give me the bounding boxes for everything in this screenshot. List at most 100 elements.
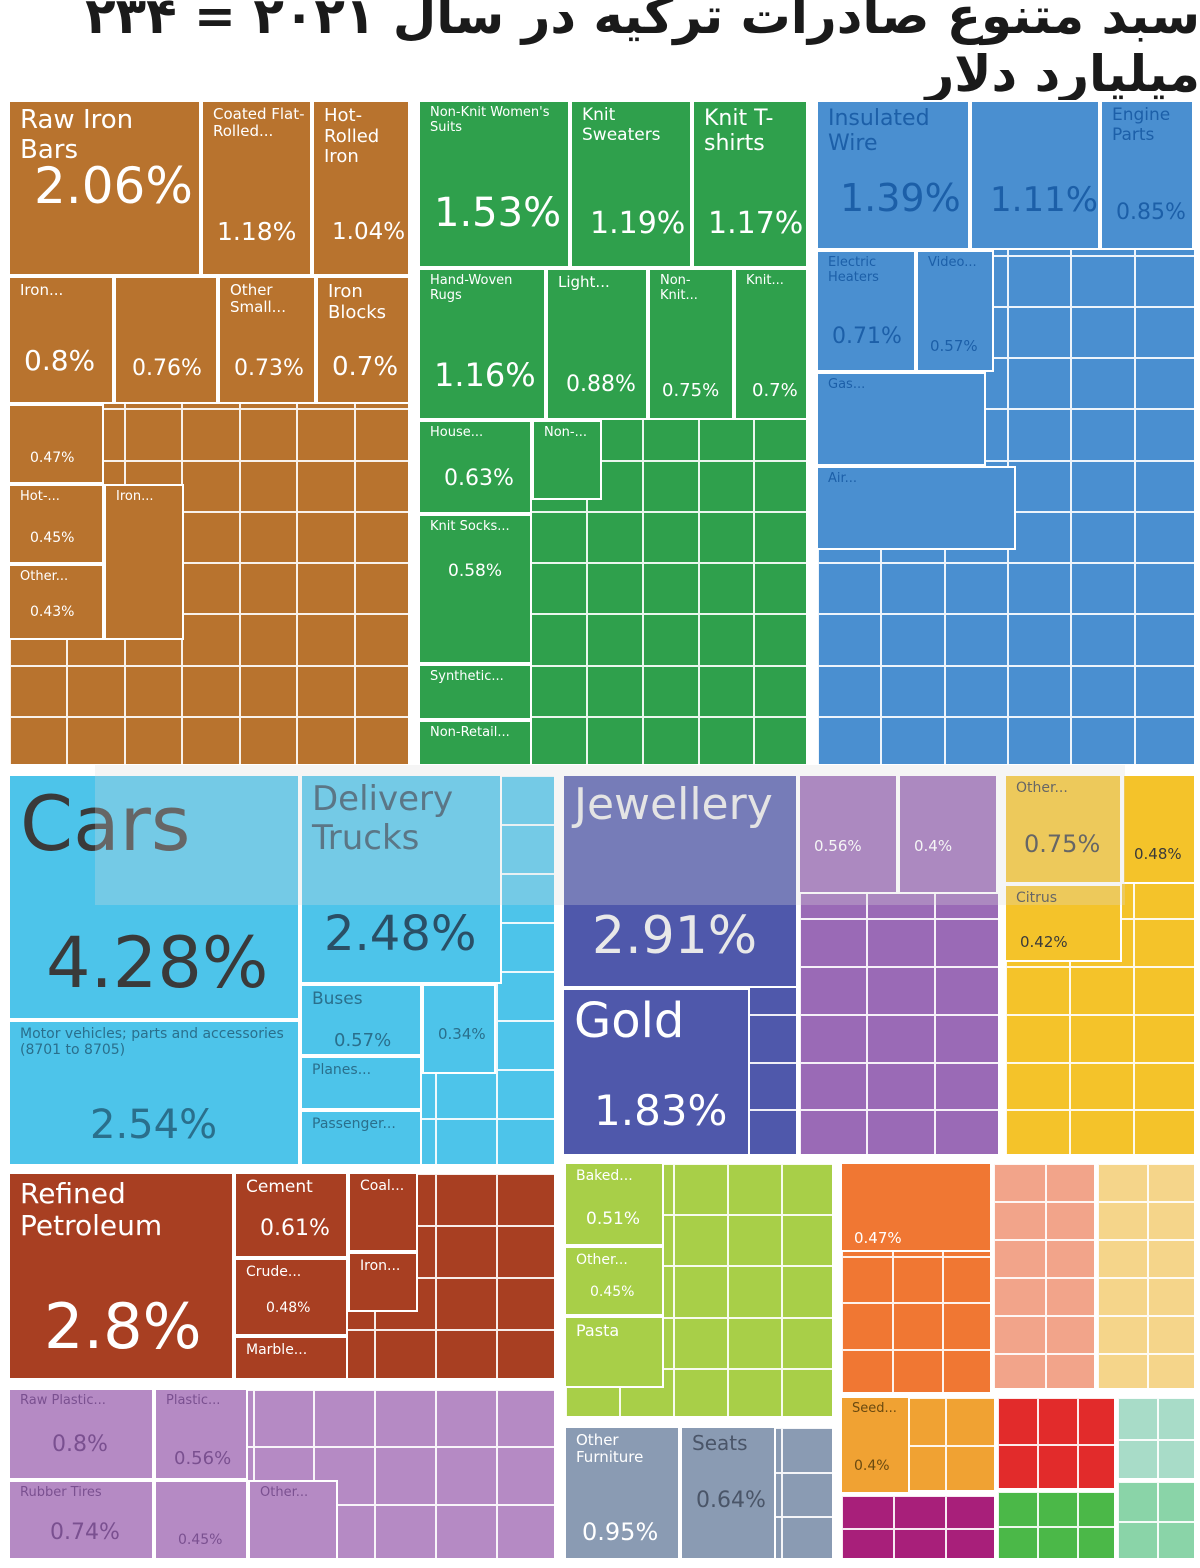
treemap-tile[interactable]: Baked... 0.51% xyxy=(564,1162,664,1246)
treemap-tile[interactable]: Delivery Trucks 2.48% xyxy=(300,774,502,984)
treemap-tile[interactable]: Seed... 0.4% xyxy=(840,1396,910,1494)
tile-value: 0.64% xyxy=(696,1488,766,1513)
tile-value: 0.43% xyxy=(30,604,75,620)
treemap-tile[interactable]: Non-Retail... xyxy=(418,720,532,766)
tile-label: Cars xyxy=(20,779,191,868)
treemap-tile[interactable]: Non-Knit... 0.75% xyxy=(648,268,734,420)
tile-label: Engine Parts xyxy=(1112,105,1171,145)
tile-label: Raw Plastic... xyxy=(20,1393,106,1408)
treemap-tile[interactable]: 0.34% xyxy=(422,984,496,1074)
treemap-tile[interactable]: Planes... xyxy=(300,1056,422,1110)
treemap-tile[interactable]: Light... 0.88% xyxy=(546,268,648,420)
tile-value: 0.51% xyxy=(586,1209,641,1229)
tile-label: Knit T-shirts xyxy=(704,106,774,157)
treemap-tile[interactable]: Engine Parts 0.85% xyxy=(1100,100,1194,250)
tile-label: Video... xyxy=(928,255,977,270)
treemap-tile[interactable]: Non-Knit Women's Suits 1.53% xyxy=(418,100,570,268)
treemap-tile[interactable]: Marble... xyxy=(234,1336,348,1380)
treemap-tile[interactable]: Video... 0.57% xyxy=(916,250,994,372)
treemap-tile[interactable]: Plastic... 0.56% xyxy=(154,1388,248,1480)
treemap-tile[interactable]: 0.48% xyxy=(1122,774,1196,884)
treemap-cell xyxy=(497,874,554,923)
treemap-tile[interactable]: Cement 0.61% xyxy=(234,1172,348,1258)
treemap-tile[interactable]: Insulated Wire 1.39% xyxy=(816,100,970,250)
treemap-cell xyxy=(253,1390,315,1448)
treemap-cell xyxy=(998,1445,1038,1488)
treemap-tile[interactable]: Passenger... xyxy=(300,1110,422,1166)
tile-value: 0.45% xyxy=(30,530,75,546)
tile-value: 0.74% xyxy=(50,1520,120,1545)
treemap-tile[interactable]: Other Furniture 0.95% xyxy=(564,1426,680,1560)
treemap-tile[interactable]: Hand-Woven Rugs 1.16% xyxy=(418,268,546,420)
treemap-tile[interactable]: 0.4% xyxy=(898,774,998,894)
treemap-tile[interactable]: Knit Socks... 0.58% xyxy=(418,514,532,664)
treemap-tile[interactable]: Citrus 0.42% xyxy=(1004,884,1122,962)
treemap-cell xyxy=(497,776,554,825)
treemap-tile[interactable]: Gas... xyxy=(816,372,986,466)
treemap-cell xyxy=(1118,1440,1158,1478)
treemap-tile[interactable]: Iron... xyxy=(348,1252,418,1312)
treemap-tile[interactable]: Motor vehicles; parts and accessories (8… xyxy=(8,1020,300,1166)
treemap-tile[interactable]: Knit T-shirts 1.17% xyxy=(692,100,808,268)
treemap-tile[interactable]: 0.76% xyxy=(114,276,218,404)
treemap-tile[interactable]: Hot-... 0.45% xyxy=(8,484,104,564)
treemap-tile[interactable]: Refined Petroleum 2.8% xyxy=(8,1172,234,1380)
treemap-tile[interactable]: Buses 0.57% xyxy=(300,984,422,1056)
treemap-cell xyxy=(1046,1164,1094,1202)
treemap-tile[interactable]: Knit Sweaters 1.19% xyxy=(570,100,692,268)
treemap-tile[interactable]: Other... 0.43% xyxy=(8,564,104,640)
treemap-tile[interactable]: Hot-Rolled Iron 1.04% xyxy=(312,100,410,276)
treemap-tile[interactable]: Iron... 0.8% xyxy=(8,276,114,404)
treemap-tile[interactable]: Coated Flat-Rolled... 1.18% xyxy=(201,100,312,276)
treemap-tile[interactable]: Rubber Tires 0.74% xyxy=(8,1480,154,1560)
treemap-cell xyxy=(1008,563,1072,615)
tile-label: Non-Retail... xyxy=(430,725,510,740)
treemap-tile[interactable]: Coal... xyxy=(348,1172,418,1252)
tile-label: Gas... xyxy=(828,377,866,392)
treemap-tile[interactable]: Iron Blocks 0.7% xyxy=(316,276,410,404)
treemap-tile[interactable]: Knit... 0.7% xyxy=(734,268,808,420)
tile-label: Coated Flat-Rolled... xyxy=(213,105,305,141)
treemap-tile[interactable]: House... 0.63% xyxy=(418,420,532,514)
treemap-tile[interactable]: Synthetic... xyxy=(418,664,532,720)
treemap-tile[interactable]: Non-... xyxy=(532,420,602,500)
treemap-tile[interactable]: Iron... xyxy=(104,484,184,640)
tile-label: Jewellery xyxy=(574,779,773,830)
treemap-tile[interactable]: Jewellery 2.91% xyxy=(562,774,798,988)
tile-label: Iron... xyxy=(20,281,64,299)
treemap-cell xyxy=(1098,1240,1148,1278)
treemap-cell xyxy=(842,1496,894,1529)
treemap-tile[interactable]: 1.11% xyxy=(970,100,1100,250)
treemap-tile[interactable]: 0.47% xyxy=(8,404,104,484)
treemap-cell xyxy=(867,967,935,1015)
treemap-cell xyxy=(1158,1440,1194,1478)
treemap-tile[interactable]: Pasta xyxy=(564,1316,664,1388)
treemap-tile[interactable]: Cars 4.28% xyxy=(8,774,300,1020)
tile-label: Air... xyxy=(828,471,858,486)
treemap-tile[interactable]: Other... 0.75% xyxy=(1004,774,1122,884)
treemap-tile[interactable]: Raw Plastic... 0.8% xyxy=(8,1388,154,1480)
treemap-tile[interactable]: Other... 0.45% xyxy=(564,1246,664,1316)
treemap-tile[interactable]: Raw Iron Bars 2.06% xyxy=(8,100,201,276)
treemap-tile[interactable]: Gold 1.83% xyxy=(562,988,750,1156)
treemap-cell xyxy=(1071,511,1135,564)
treemap-cell xyxy=(800,1014,868,1063)
treemap-tile[interactable]: Crude... 0.48% xyxy=(234,1258,348,1336)
treemap-cell xyxy=(497,972,554,1021)
treemap-tile[interactable]: 0.47% xyxy=(840,1162,992,1252)
tile-label: Raw Iron Bars xyxy=(20,105,134,165)
treemap-tile[interactable]: Air... xyxy=(816,466,1016,550)
treemap-cell xyxy=(1078,1398,1114,1445)
treemap-tile[interactable]: Other... xyxy=(248,1480,338,1560)
treemap-cell xyxy=(182,563,240,615)
treemap-tile[interactable]: Other Small... 0.73% xyxy=(218,276,316,404)
treemap-tile[interactable]: 0.45% xyxy=(154,1480,248,1560)
treemap-cell xyxy=(842,1256,893,1304)
treemap-tile[interactable]: Seats 0.64% xyxy=(680,1426,776,1560)
treemap-cell xyxy=(698,716,755,764)
treemap-tile[interactable]: Electric Heaters 0.71% xyxy=(816,250,916,372)
treemap-cell xyxy=(881,563,945,615)
treemap-cell xyxy=(800,919,868,967)
treemap-tile[interactable]: 0.56% xyxy=(798,774,898,894)
treemap-cell xyxy=(1046,1278,1094,1316)
